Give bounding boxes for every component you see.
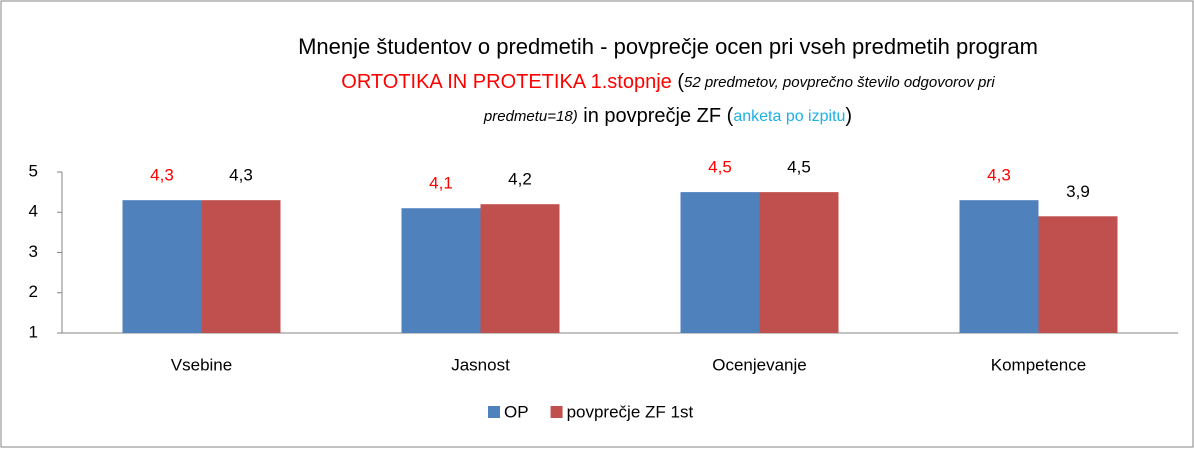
bar	[759, 192, 839, 333]
title-line-1: Mnenje študentov o predmetih - povprečje…	[298, 34, 1038, 59]
data-label: 4,1	[429, 174, 453, 193]
title-text: (	[672, 71, 685, 93]
bar	[401, 208, 481, 333]
data-label: 4,5	[708, 158, 732, 177]
y-tick-label: 3	[29, 242, 38, 261]
bar	[959, 200, 1039, 333]
data-label: 4,5	[787, 158, 811, 177]
x-tick-label: Vsebine	[171, 355, 232, 374]
x-tick-label: Kompetence	[991, 355, 1086, 374]
title-text: )	[845, 105, 852, 127]
data-label: 3,9	[1066, 182, 1090, 201]
bar	[680, 192, 760, 333]
title-note: predmetu=18)	[483, 108, 578, 125]
y-tick-label: 1	[29, 322, 38, 341]
title-line-3: predmetu=18) in povprečje ZF (anketa po …	[483, 105, 852, 127]
x-tick-label: Ocenjevanje	[712, 355, 807, 374]
title-note: 52 predmetov, povprečno število odgovoro…	[684, 74, 995, 91]
title-text: in povprečje ZF (	[578, 105, 734, 127]
title-survey: anketa po izpitu	[733, 108, 845, 125]
x-tick-label: Jasnost	[451, 355, 510, 374]
data-label: 4,3	[229, 166, 253, 185]
y-tick-label: 5	[29, 161, 38, 180]
bar	[201, 200, 281, 333]
bar	[1038, 216, 1118, 333]
bar	[122, 200, 202, 333]
legend-label: OP	[504, 402, 529, 421]
title-program: ORTOTIKA IN PROTETIKA 1.stopnje	[341, 71, 672, 93]
y-tick-label: 4	[29, 202, 38, 221]
data-label: 4,3	[987, 166, 1011, 185]
title-line-2: ORTOTIKA IN PROTETIKA 1.stopnje (52 pred…	[341, 71, 995, 93]
legend-swatch	[550, 406, 563, 418]
bar	[480, 204, 560, 333]
data-label: 4,3	[150, 166, 174, 185]
legend-label: povprečje ZF 1st	[567, 402, 694, 421]
data-label: 4,2	[508, 170, 532, 189]
title-text: Mnenje študentov o predmetih - povprečje…	[298, 34, 1038, 59]
legend-swatch	[488, 406, 500, 418]
y-tick-label: 2	[29, 282, 38, 301]
